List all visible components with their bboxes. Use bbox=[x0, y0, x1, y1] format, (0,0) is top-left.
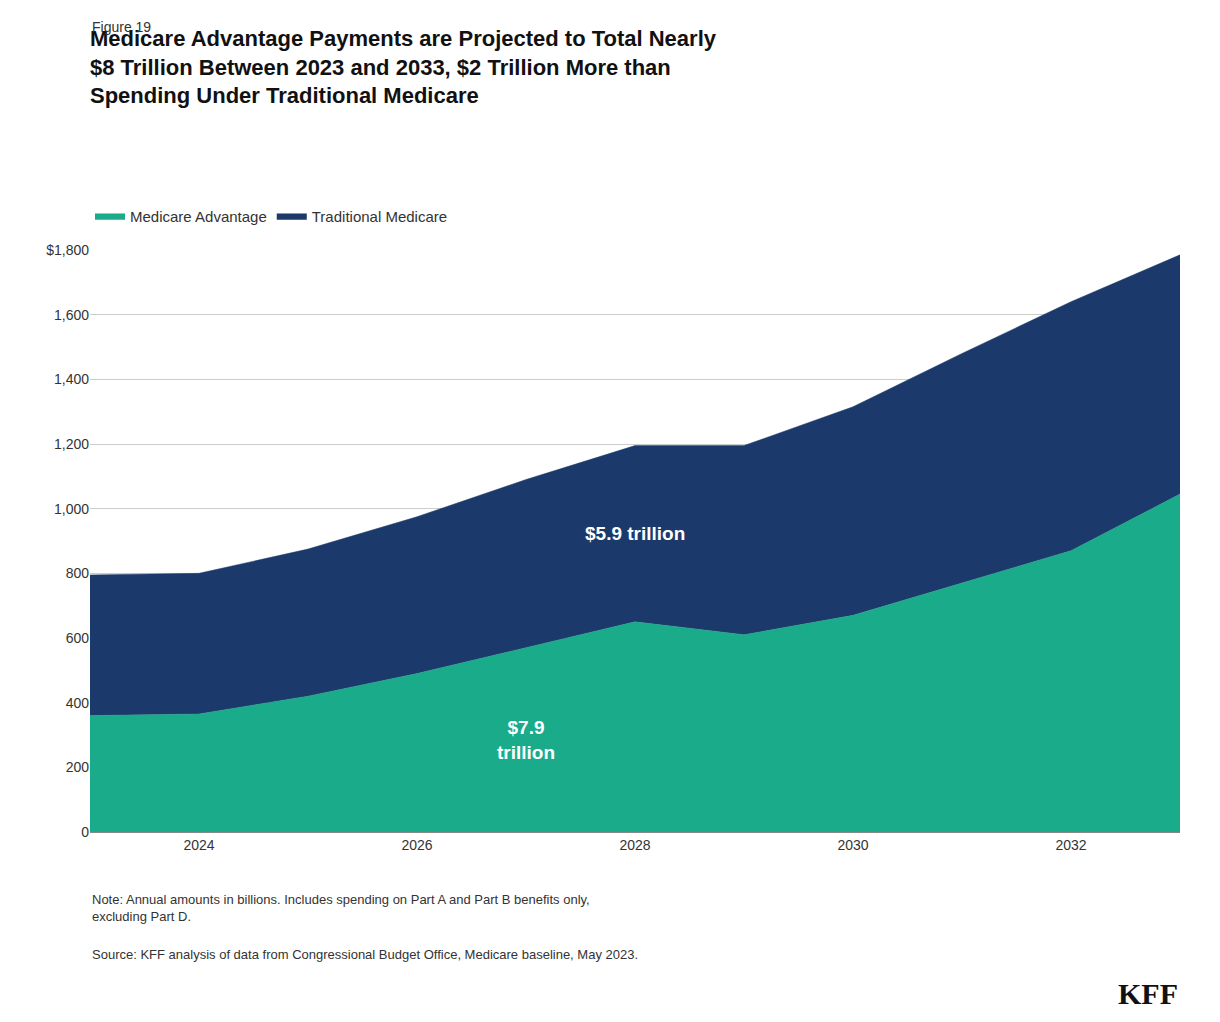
svg-text:200: 200 bbox=[66, 759, 90, 775]
svg-text:Source: KFF analysis of data f: Source: KFF analysis of data from Congre… bbox=[92, 947, 638, 962]
svg-text:400: 400 bbox=[66, 695, 90, 711]
svg-text:2024: 2024 bbox=[183, 837, 214, 853]
svg-text:1,400: 1,400 bbox=[54, 371, 89, 387]
svg-text:Traditional Medicare: Traditional Medicare bbox=[312, 208, 447, 225]
svg-text:800: 800 bbox=[66, 565, 90, 581]
svg-text:$5.9 trillion: $5.9 trillion bbox=[585, 523, 685, 544]
svg-text:2026: 2026 bbox=[401, 837, 432, 853]
svg-text:$1,800: $1,800 bbox=[46, 242, 89, 258]
svg-text:2030: 2030 bbox=[837, 837, 868, 853]
svg-text:KFF: KFF bbox=[1118, 977, 1178, 1010]
svg-text:1,600: 1,600 bbox=[54, 307, 89, 323]
svg-text:2028: 2028 bbox=[619, 837, 650, 853]
svg-text:Medicare Advantage: Medicare Advantage bbox=[130, 208, 267, 225]
svg-text:600: 600 bbox=[66, 630, 90, 646]
svg-text:Figure 19: Figure 19 bbox=[92, 19, 151, 35]
svg-text:1,200: 1,200 bbox=[54, 436, 89, 452]
svg-text:$7.9trillion: $7.9trillion bbox=[497, 717, 555, 763]
svg-text:Note: Annual amounts in billio: Note: Annual amounts in billions. Includ… bbox=[92, 892, 590, 924]
svg-text:Medicare Advantage Payments ar: Medicare Advantage Payments are Projecte… bbox=[90, 26, 717, 108]
svg-text:1,000: 1,000 bbox=[54, 501, 89, 517]
svg-text:2032: 2032 bbox=[1055, 837, 1086, 853]
svg-text:0: 0 bbox=[81, 824, 89, 840]
